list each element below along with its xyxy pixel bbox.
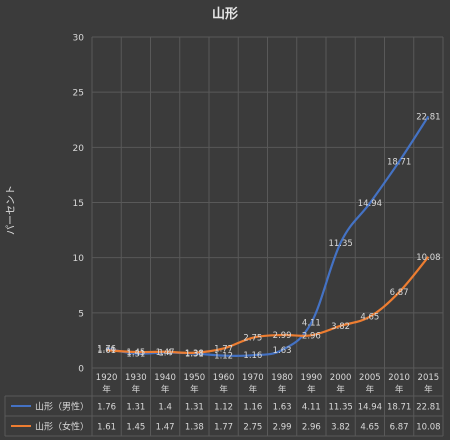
table-cell: 1.31 xyxy=(185,403,204,413)
y-axis-label: パーセント xyxy=(5,185,17,235)
table-cell: 1.77 xyxy=(214,423,233,433)
chart-title: 山形 xyxy=(212,6,238,22)
data-label: 1.38 xyxy=(185,349,204,359)
x-tick-label: 年 xyxy=(190,384,199,395)
x-tick-label: 年 xyxy=(366,384,375,395)
y-tick-label: 15 xyxy=(73,199,84,209)
table-cell: 1.4 xyxy=(158,403,172,413)
series-line xyxy=(106,256,430,355)
data-label: 6.87 xyxy=(390,288,409,298)
table-cell: 22.81 xyxy=(416,403,440,413)
data-label: 14.94 xyxy=(358,199,382,209)
x-tick-label: 年 xyxy=(395,384,404,395)
data-label: 1.47 xyxy=(156,348,175,358)
table-cell: 3.82 xyxy=(331,423,350,433)
table-cell: 11.35 xyxy=(328,403,352,413)
y-tick-label: 0 xyxy=(78,365,84,375)
y-tick-label: 30 xyxy=(73,34,85,44)
table-cell: 18.71 xyxy=(387,403,411,413)
table-cell: 4.11 xyxy=(302,403,321,413)
table-cell: 1.63 xyxy=(273,403,292,413)
x-tick-label: 2000 xyxy=(330,373,352,383)
x-tick-label: 1920 xyxy=(96,373,118,383)
x-tick-label: 年 xyxy=(336,384,345,395)
table-cell: 1.61 xyxy=(97,423,116,433)
legend-label: 山形（女性） xyxy=(35,421,89,433)
legend-label: 山形（男性） xyxy=(35,401,89,413)
data-label: 4.11 xyxy=(302,319,321,329)
y-tick-label: 25 xyxy=(73,89,84,99)
data-label: 1.12 xyxy=(214,352,233,362)
x-tick-label: 2005 xyxy=(359,373,381,383)
data-label: 2.96 xyxy=(302,331,321,341)
series-lines xyxy=(106,115,430,358)
x-tick-label: 1990 xyxy=(301,373,323,383)
x-tick-label: 1940 xyxy=(154,373,176,383)
x-tick-label: 2010 xyxy=(388,373,410,383)
table-cell: 1.16 xyxy=(243,403,262,413)
data-label: 11.35 xyxy=(328,239,352,249)
x-tick-label: 1960 xyxy=(213,373,235,383)
y-tick-labels: 0 5 10 15 20 25 30 xyxy=(73,34,85,375)
x-tick-label: 年 xyxy=(161,384,170,395)
table-cell: 6.87 xyxy=(390,423,409,433)
x-tick-label: 年 xyxy=(307,384,316,395)
data-label: 1.76 xyxy=(97,345,116,355)
y-tick-label: 10 xyxy=(73,254,85,264)
x-tick-label: 年 xyxy=(424,384,433,395)
y-tick-label: 20 xyxy=(73,144,85,154)
y-tick-label: 5 xyxy=(78,309,84,319)
data-label: 1.31 xyxy=(185,350,204,360)
table-cell: 2.96 xyxy=(302,423,321,433)
data-table: 1920年1930年1940年1950年1960年1970年1980年1990年… xyxy=(4,367,444,437)
data-label: 1.63 xyxy=(273,346,292,356)
x-tick-label: 1930 xyxy=(125,373,147,383)
x-tick-label: 1970 xyxy=(242,373,264,383)
table-cell: 1.31 xyxy=(126,403,145,413)
x-tick-label: 年 xyxy=(278,384,287,395)
data-label: 1.45 xyxy=(126,348,145,358)
table-cell: 1.76 xyxy=(97,403,116,413)
data-label: 1.31 xyxy=(126,350,145,360)
x-tick-label: 年 xyxy=(219,384,228,395)
x-tick-label: 1950 xyxy=(184,373,206,383)
table-cell: 1.45 xyxy=(126,423,145,433)
data-label: 18.71 xyxy=(387,158,411,168)
table-cell: 10.08 xyxy=(416,423,440,433)
x-tick-label: 年 xyxy=(249,384,258,395)
table-cell: 2.75 xyxy=(243,423,262,433)
x-tick-label: 年 xyxy=(102,384,111,395)
table-cell: 1.12 xyxy=(214,403,233,413)
grid xyxy=(91,36,444,369)
table-cell: 1.38 xyxy=(185,423,204,433)
table-cell: 14.94 xyxy=(358,403,382,413)
data-label: 1.4 xyxy=(158,349,172,359)
data-label: 4.65 xyxy=(360,313,379,323)
table-cell: 1.47 xyxy=(156,423,175,433)
data-label: 1.77 xyxy=(214,344,233,354)
data-labels: 1.76 1.31 1.4 1.31 1.12 1.16 1.63 4.11 11.35 14.9… xyxy=(97,112,440,361)
x-tick-label: 2015 xyxy=(418,373,440,383)
data-label: 2.99 xyxy=(273,331,292,341)
data-label: 1.16 xyxy=(243,351,262,361)
data-label: 2.75 xyxy=(243,334,262,344)
table-cell: 2.99 xyxy=(273,423,292,433)
data-label: 10.08 xyxy=(416,253,440,263)
data-label: 22.81 xyxy=(416,112,440,122)
x-tick-label: 1980 xyxy=(271,373,293,383)
data-label: 3.82 xyxy=(331,322,350,332)
x-tick-label: 年 xyxy=(132,384,141,395)
table-cell: 4.65 xyxy=(360,423,379,433)
data-label: 1.61 xyxy=(97,346,116,356)
